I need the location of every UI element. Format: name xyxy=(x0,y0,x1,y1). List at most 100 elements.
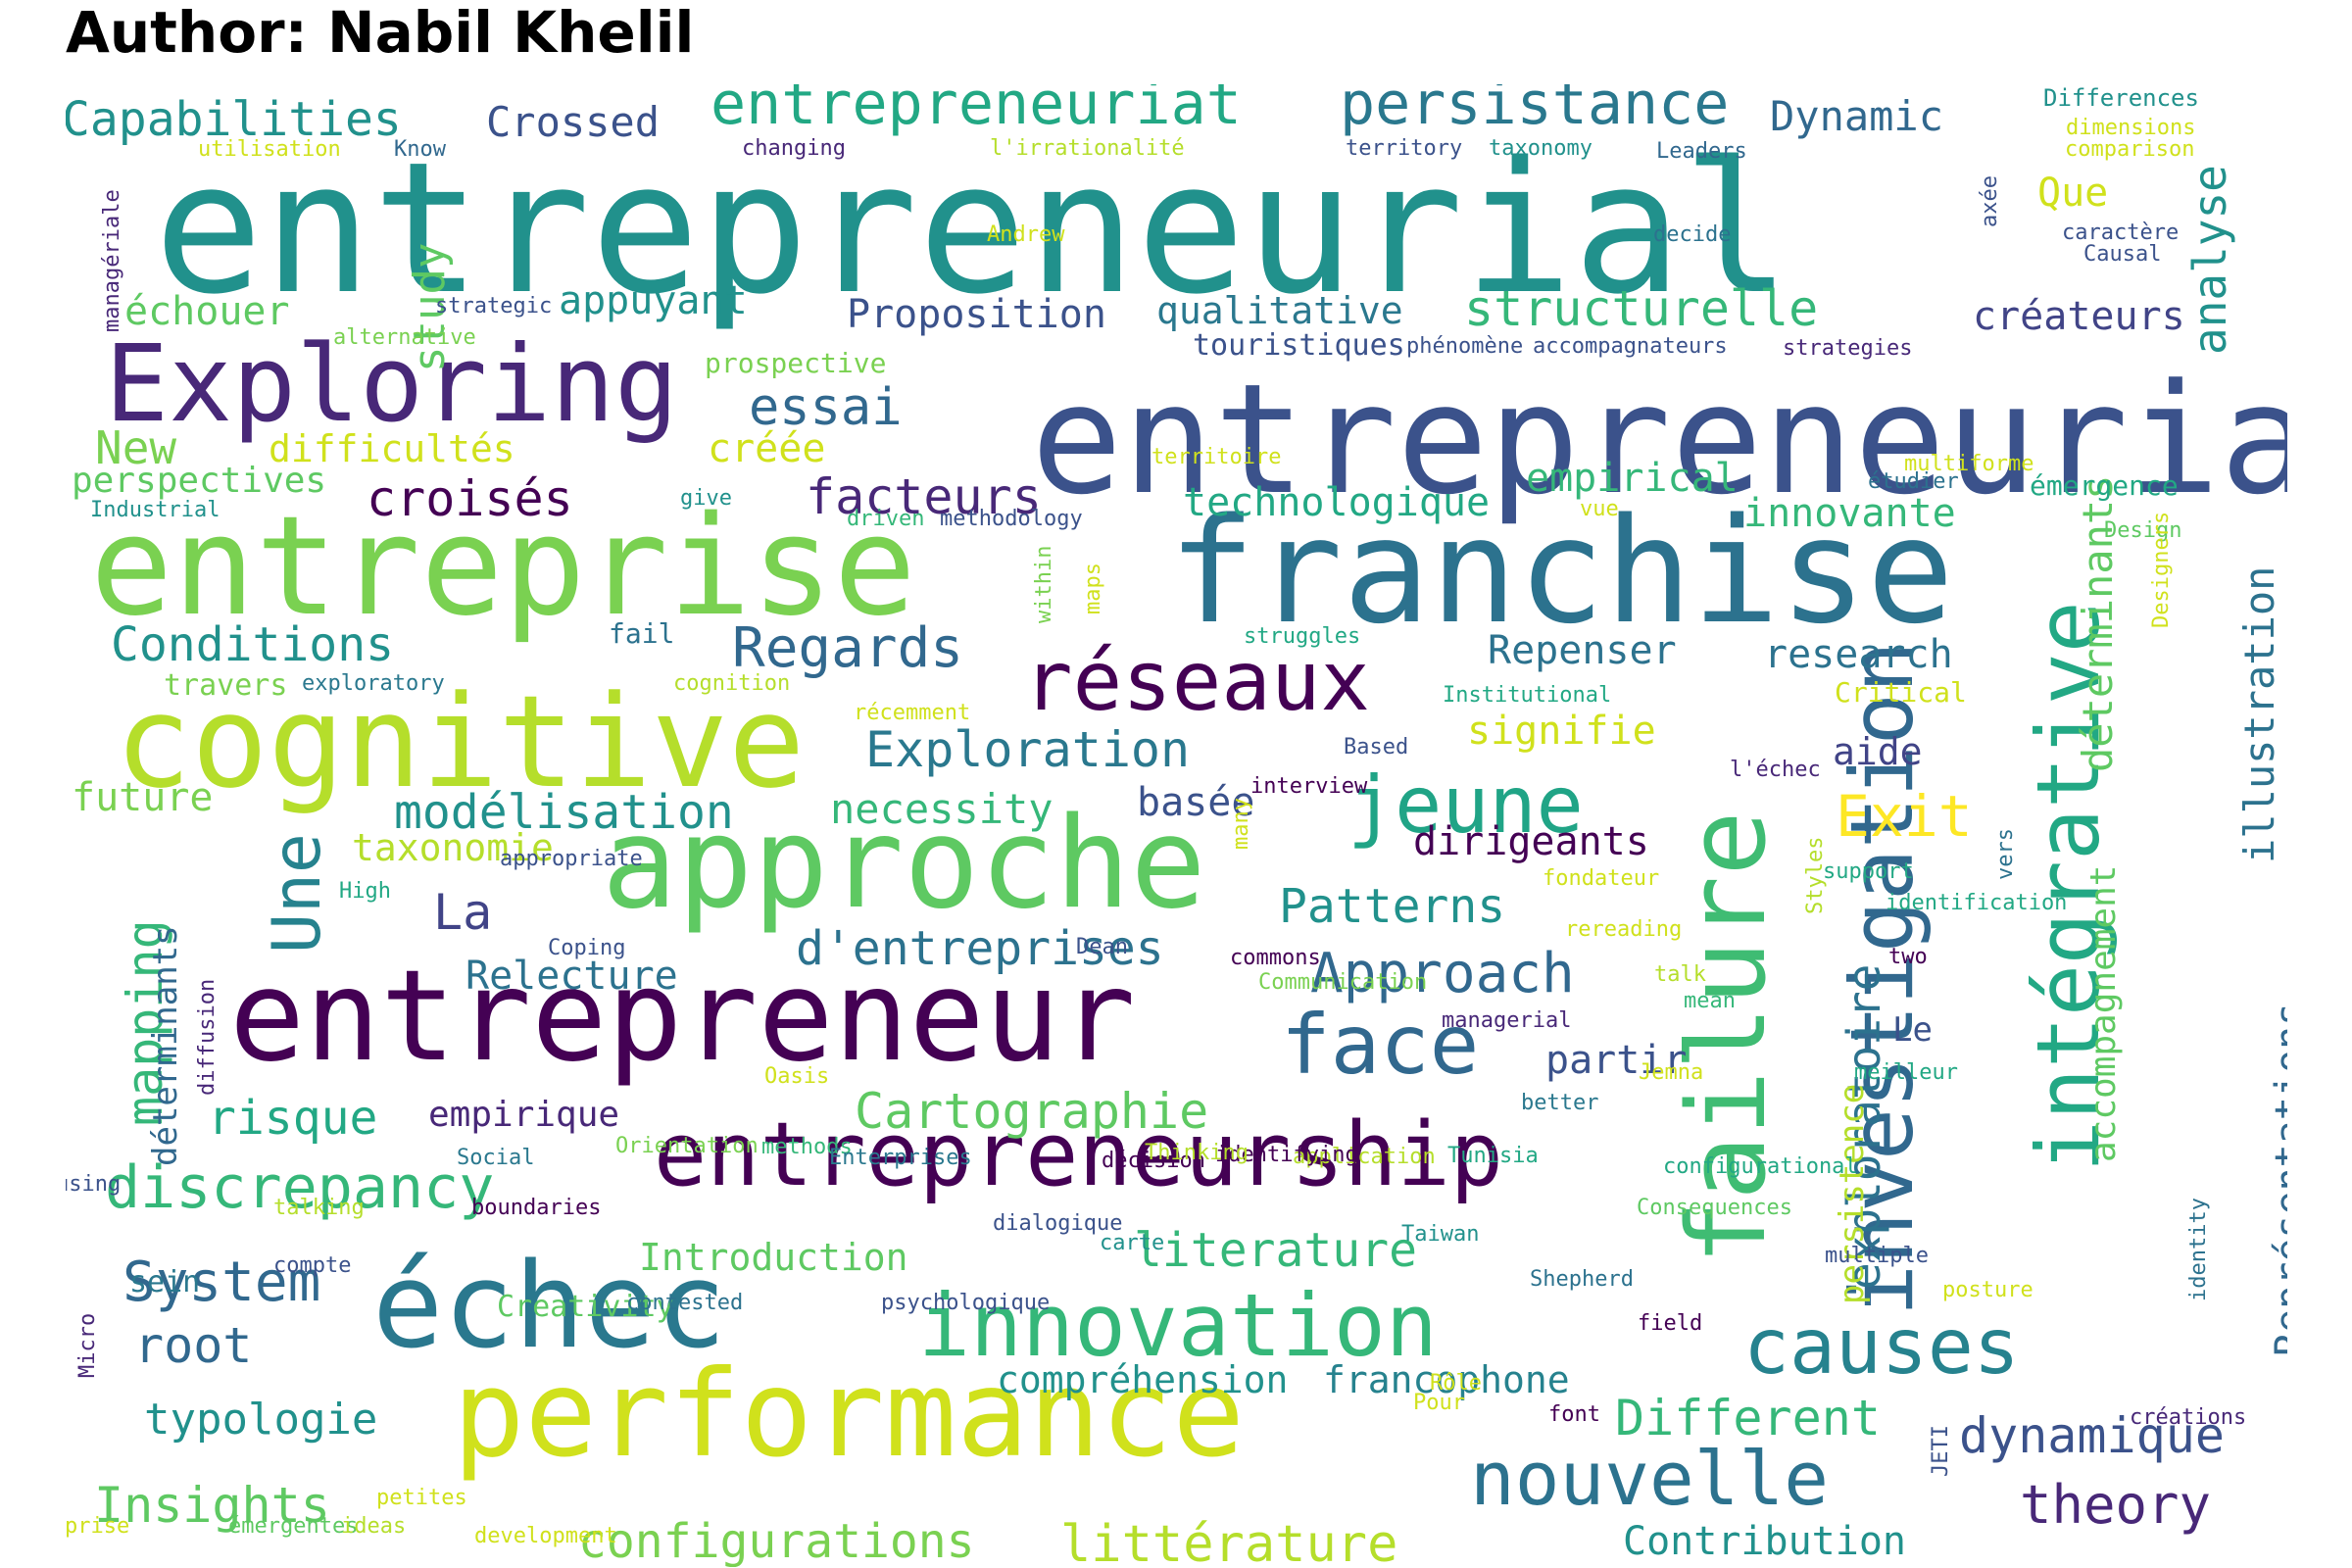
word-vers: vers xyxy=(1993,828,2018,880)
word-creativity: Creativity xyxy=(497,1290,674,1324)
word-struggles: struggles xyxy=(1244,624,1361,649)
word-contribution: Contribution xyxy=(1623,1519,1906,1564)
word-emergentes: émergentes xyxy=(228,1514,359,1539)
word-basee: basée xyxy=(1137,780,1255,825)
word-within: within xyxy=(1032,545,1056,623)
word-cloud: entrepreneurialentrepreneurialefranchise… xyxy=(66,84,2287,1567)
word-que: Que xyxy=(2037,171,2109,216)
word-ideas: ideas xyxy=(341,1514,407,1539)
word-approche: approche xyxy=(602,791,1206,937)
word-crossed: Crossed xyxy=(486,98,661,146)
word-vue: vue xyxy=(1580,497,1619,521)
word-prise: prise xyxy=(66,1514,130,1539)
word-field: field xyxy=(1638,1311,1703,1336)
word-travers: travers xyxy=(164,668,288,703)
word-cognition: cognition xyxy=(673,671,791,696)
word-methods: methods xyxy=(761,1135,853,1159)
word-managerial: managerial xyxy=(1442,1008,1572,1033)
word-typologie: typologie xyxy=(144,1395,378,1445)
word-support: support xyxy=(1823,859,1914,884)
word-echec: échec xyxy=(372,1239,727,1375)
word-oasis: Oasis xyxy=(764,1064,830,1089)
word-litterature: littérature xyxy=(1060,1515,1398,1567)
word-decision: décision xyxy=(1102,1149,1205,1173)
word-prospective: prospective xyxy=(705,347,887,379)
word-configurations: configurations xyxy=(578,1514,975,1567)
word-creations: créations xyxy=(2130,1405,2247,1430)
word-illustration: illustration xyxy=(2235,565,2283,863)
word-la: La xyxy=(433,884,493,941)
word-critical: Critical xyxy=(1835,676,1967,709)
word-strategies: strategies xyxy=(1783,336,1913,361)
word-jeti: JETI xyxy=(1929,1425,1953,1477)
word-diffusion: diffusion xyxy=(195,978,220,1096)
word-modelisation: modélisation xyxy=(394,785,734,840)
word-appropriate: appropriate xyxy=(500,847,643,871)
word-empirical: empirical xyxy=(1526,456,1739,501)
word-facteurs: facteurs xyxy=(806,468,1042,525)
word-compte: compte xyxy=(273,1253,352,1278)
word-designers: Designers xyxy=(2149,511,2174,628)
word-decide: decide xyxy=(1653,222,1732,247)
word-determinants: déterminants xyxy=(146,925,185,1166)
word-using: using xyxy=(66,1172,122,1197)
word-introduction: Introduction xyxy=(639,1236,908,1279)
word-differences: Differences xyxy=(2043,84,2199,112)
cloud-title: Author: Nabil Khelil xyxy=(66,0,695,66)
word-application: application xyxy=(1293,1145,1436,1169)
word-approach: Approach xyxy=(1310,942,1575,1005)
word-appuyant: appuyant xyxy=(559,278,748,323)
word-emergence: émergence xyxy=(2030,469,2179,502)
word-talking: talking xyxy=(273,1196,365,1220)
word-conditions: Conditions xyxy=(111,617,394,672)
word-high: High xyxy=(339,879,391,904)
word-better: better xyxy=(1521,1091,1599,1115)
word-necessity: necessity xyxy=(830,785,1054,833)
word-consequences: Consequences xyxy=(1637,1196,1792,1220)
word-jemna: Jemna xyxy=(1639,1060,1704,1085)
word-cartographie: Cartographie xyxy=(855,1083,1209,1140)
word-design: Design xyxy=(2104,518,2182,543)
word-structurelle: structurelle xyxy=(1464,280,1819,337)
word-boundaries: boundaries xyxy=(471,1196,602,1220)
word-insights: Insights xyxy=(94,1477,330,1534)
word-fondateur: fondateur xyxy=(1543,866,1660,891)
word-taxonomie: taxonomie xyxy=(352,826,554,869)
word-thinking: Thinking xyxy=(1145,1141,1249,1165)
word-driven: driven xyxy=(847,507,925,531)
word-etudier: étudier xyxy=(1868,469,1959,494)
word-identity: identity xyxy=(2186,1198,2211,1301)
word-know: Know xyxy=(394,137,446,162)
word-fail: fail xyxy=(609,617,675,650)
word-exploring: Exploring xyxy=(105,323,679,446)
word-contested: contested xyxy=(626,1291,744,1315)
word-exploratory: exploratory xyxy=(302,671,445,696)
word-configurational: configurational xyxy=(1663,1154,1858,1179)
word-recemment: récemment xyxy=(854,701,971,725)
word-orientation: Orientation xyxy=(615,1134,759,1158)
word-dynamic: Dynamic xyxy=(1770,92,1944,140)
word-capabilities: Capabilities xyxy=(66,92,402,147)
word-social: Social xyxy=(457,1146,535,1170)
word-essai: essai xyxy=(749,378,903,437)
word-role: Rôle xyxy=(1430,1371,1482,1396)
word-enterprises: Enterprises xyxy=(829,1146,972,1170)
word-dynamique: dynamique xyxy=(1959,1407,2225,1464)
word-sein: sein xyxy=(129,1265,201,1299)
word-accompagnement: accompagnement xyxy=(2083,864,2124,1162)
word-exit: Exit xyxy=(1836,783,1973,850)
word-entrepreneurial: entrepreneurial xyxy=(154,122,1791,334)
word-phenomene: phénomène xyxy=(1406,334,1524,359)
word-l-echec: l'échec xyxy=(1730,758,1821,782)
word-une: Une xyxy=(259,833,336,954)
word-many: many xyxy=(1229,798,1253,850)
word-d-entreprises: d'entreprises xyxy=(796,921,1164,976)
word-aide: aide xyxy=(1833,730,1923,773)
word-relecture: Relecture xyxy=(466,954,678,999)
word-mean: mean xyxy=(1684,989,1736,1013)
word-shepherd: Shepherd xyxy=(1530,1267,1634,1292)
word-identifying: identifying xyxy=(1215,1143,1358,1167)
word-difficultes: difficultés xyxy=(269,427,515,470)
word-persistance: persistance xyxy=(1340,84,1730,138)
